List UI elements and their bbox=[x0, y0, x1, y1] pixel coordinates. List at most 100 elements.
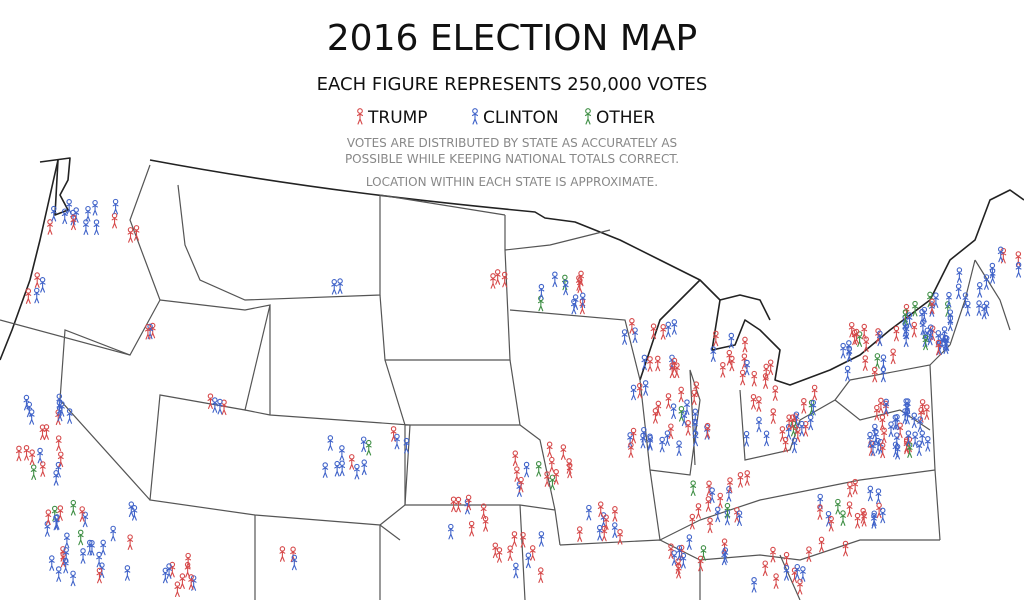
figure-head bbox=[678, 386, 684, 393]
vote-figure bbox=[664, 430, 671, 446]
figure-body bbox=[794, 568, 801, 580]
figure-body bbox=[471, 112, 479, 125]
figure-body bbox=[834, 503, 841, 515]
figure-body bbox=[652, 412, 659, 424]
figure-body bbox=[89, 544, 95, 556]
vote-figure bbox=[797, 578, 803, 595]
vote-figure bbox=[877, 397, 884, 414]
figure-head bbox=[494, 269, 501, 275]
vote-figure bbox=[450, 496, 457, 513]
vote-figure bbox=[676, 545, 683, 561]
figure-body bbox=[750, 398, 757, 410]
figure-head bbox=[686, 534, 693, 540]
vote-figure bbox=[57, 451, 64, 468]
vote-figure bbox=[743, 430, 750, 447]
vote-figure bbox=[871, 366, 878, 383]
vote-figure bbox=[881, 427, 888, 444]
figure-head bbox=[93, 219, 100, 225]
figure-head bbox=[185, 552, 191, 559]
vote-figure bbox=[919, 430, 926, 446]
vote-figure bbox=[96, 567, 103, 584]
figure-head bbox=[983, 300, 990, 307]
vote-figure bbox=[794, 563, 801, 580]
figure-head bbox=[846, 340, 852, 346]
figure-head bbox=[596, 524, 603, 531]
vote-figure bbox=[56, 393, 63, 410]
vote-figure bbox=[48, 555, 55, 571]
vote-figure bbox=[110, 525, 117, 542]
figure-body bbox=[546, 445, 553, 458]
figure-head bbox=[525, 552, 532, 558]
figure-body bbox=[110, 530, 117, 542]
figure-body bbox=[62, 562, 69, 574]
figure-head bbox=[357, 108, 363, 114]
figure-body bbox=[25, 292, 32, 304]
vote-figure bbox=[538, 531, 545, 547]
figure-body bbox=[57, 455, 64, 468]
vote-figure bbox=[756, 416, 762, 433]
figure-body bbox=[39, 465, 46, 477]
vote-figure bbox=[667, 423, 674, 440]
vote-figure bbox=[518, 476, 524, 493]
vote-figure bbox=[70, 499, 77, 516]
vote-figure bbox=[947, 309, 954, 325]
figure-body bbox=[360, 440, 367, 453]
figure-body bbox=[737, 476, 744, 488]
vote-figure bbox=[77, 529, 84, 546]
figure-body bbox=[636, 387, 643, 399]
figure-body bbox=[923, 408, 930, 420]
vote-figure bbox=[680, 552, 687, 569]
figure-body bbox=[888, 425, 894, 438]
figure-head bbox=[1015, 251, 1022, 257]
figure-head bbox=[659, 436, 665, 443]
vote-figure bbox=[871, 423, 878, 440]
figure-body bbox=[628, 322, 635, 334]
figure-body bbox=[773, 577, 780, 589]
figure-head bbox=[912, 431, 918, 437]
vote-figure bbox=[100, 539, 107, 556]
figure-body bbox=[664, 434, 671, 446]
figure-head bbox=[40, 461, 46, 467]
vote-figure bbox=[704, 422, 711, 439]
figure-body bbox=[538, 535, 545, 547]
figure-body bbox=[111, 217, 118, 229]
vote-figure bbox=[327, 435, 334, 451]
figure-body bbox=[722, 551, 729, 563]
vote-figure bbox=[770, 546, 776, 563]
figure-body bbox=[875, 492, 882, 504]
figure-head bbox=[744, 359, 750, 366]
figure-head bbox=[337, 278, 343, 284]
vote-figure bbox=[124, 565, 131, 581]
figure-head bbox=[26, 401, 33, 408]
subtitle: EACH FIGURE REPRESENTS 250,000 VOTES bbox=[317, 74, 708, 95]
vote-figure bbox=[902, 309, 909, 325]
figure-body bbox=[989, 272, 996, 284]
figure-head bbox=[553, 469, 559, 475]
vote-figure bbox=[585, 504, 592, 521]
figure-head bbox=[727, 477, 733, 483]
figure-head bbox=[361, 459, 367, 465]
figure-body bbox=[668, 547, 674, 559]
vote-figure bbox=[523, 461, 530, 478]
figure-head bbox=[911, 412, 917, 418]
figure-head bbox=[690, 480, 696, 486]
vote-figure bbox=[511, 531, 518, 547]
vote-figure bbox=[692, 408, 699, 425]
vote-figure bbox=[39, 277, 46, 293]
figure-body bbox=[770, 412, 777, 424]
figure-body bbox=[709, 491, 716, 503]
figure-head bbox=[801, 397, 807, 404]
figure-body bbox=[576, 281, 583, 294]
figure-body bbox=[905, 434, 912, 446]
figure-body bbox=[697, 560, 704, 572]
figure-body bbox=[80, 552, 86, 564]
figure-head bbox=[562, 274, 568, 281]
figure-head bbox=[576, 526, 583, 532]
figure-body bbox=[725, 490, 732, 502]
vote-figure bbox=[840, 342, 847, 359]
figure-head bbox=[880, 354, 887, 360]
figure-body bbox=[37, 452, 43, 464]
vote-figures bbox=[16, 198, 1022, 598]
figure-body bbox=[772, 389, 779, 401]
